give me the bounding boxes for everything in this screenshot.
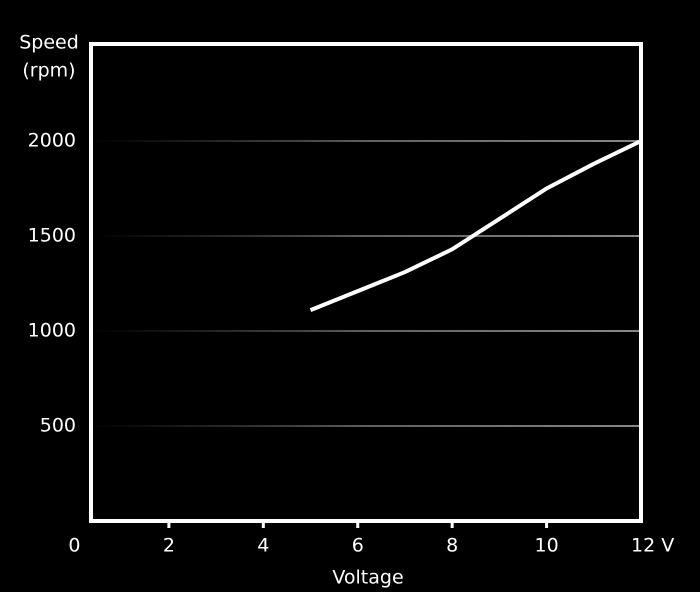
plot-frame — [89, 42, 643, 523]
y-axis-label: (rpm) — [22, 60, 75, 82]
y-tick-label: 1000 — [28, 320, 76, 342]
y-tick-label: 1500 — [28, 225, 76, 247]
x-tick-label: 12 V — [631, 535, 674, 557]
x-tick-label: 8 — [446, 535, 458, 557]
x-tick-label: 2 — [163, 535, 175, 557]
x-tick-label: 4 — [257, 535, 269, 557]
x-axis-label: Voltage — [332, 567, 403, 589]
y-tick-label: 500 — [40, 415, 76, 437]
y-tick-label: 2000 — [28, 130, 76, 152]
data-line — [309, 139, 642, 312]
x-tick-label: 6 — [352, 535, 364, 557]
x-tick-label: 0 — [68, 535, 80, 557]
x-tick-label: 10 — [534, 535, 558, 557]
y-axis-label: Speed — [19, 32, 79, 54]
